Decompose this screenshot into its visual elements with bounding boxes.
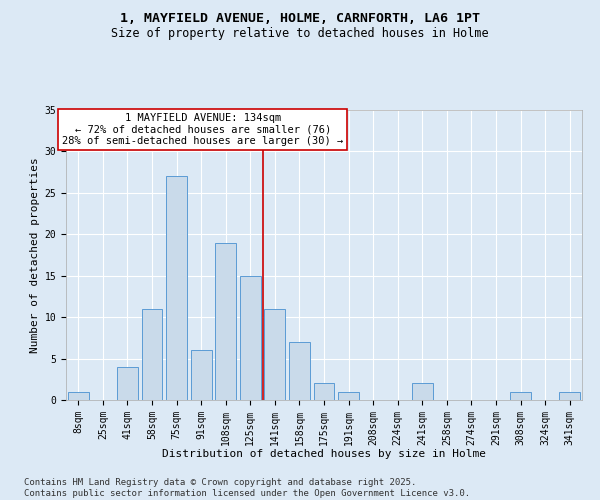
Bar [166, 176, 187, 400]
Text: 1, MAYFIELD AVENUE, HOLME, CARNFORTH, LA6 1PT: 1, MAYFIELD AVENUE, HOLME, CARNFORTH, LA… [120, 12, 480, 26]
Text: Size of property relative to detached houses in Holme: Size of property relative to detached ho… [111, 28, 489, 40]
Y-axis label: Number of detached properties: Number of detached properties [31, 157, 40, 353]
Bar [142, 309, 163, 400]
Text: 1 MAYFIELD AVENUE: 134sqm
← 72% of detached houses are smaller (76)
28% of semi-: 1 MAYFIELD AVENUE: 134sqm ← 72% of detac… [62, 113, 343, 146]
Bar [559, 392, 580, 400]
Bar [314, 384, 334, 400]
Bar [68, 392, 89, 400]
X-axis label: Distribution of detached houses by size in Holme: Distribution of detached houses by size … [162, 449, 486, 459]
Bar [117, 367, 138, 400]
Text: Contains HM Land Registry data © Crown copyright and database right 2025.
Contai: Contains HM Land Registry data © Crown c… [24, 478, 470, 498]
Bar [265, 309, 286, 400]
Bar [412, 384, 433, 400]
Bar [240, 276, 261, 400]
Bar [289, 342, 310, 400]
Bar [191, 350, 212, 400]
Bar [215, 242, 236, 400]
Bar [510, 392, 531, 400]
Bar [338, 392, 359, 400]
